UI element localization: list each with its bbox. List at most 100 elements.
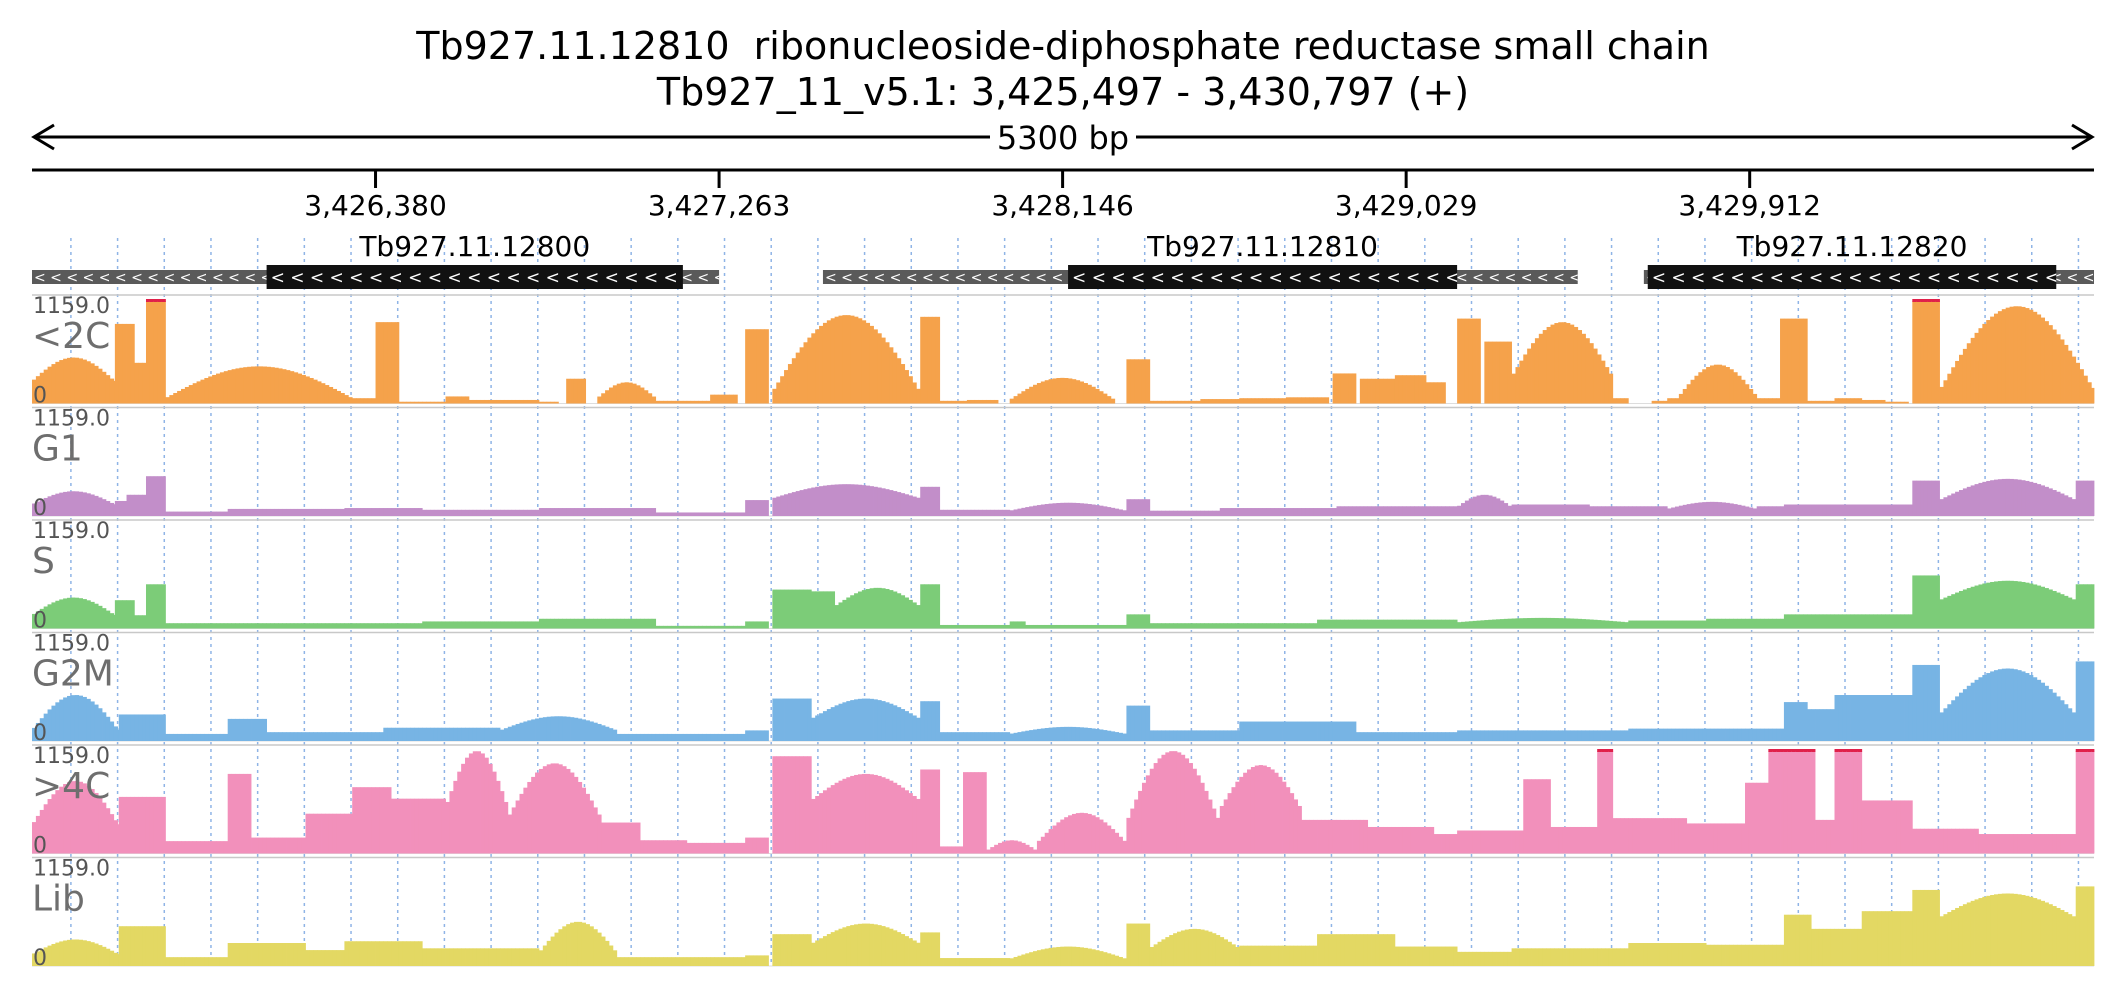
coverage-bar (1204, 510, 1209, 516)
coverage-bar (1776, 618, 1781, 629)
coverage-bar (1997, 834, 2003, 854)
coverage-bar (2083, 480, 2088, 516)
coverage-bar (558, 618, 563, 629)
coverage-bar (1492, 341, 1497, 404)
coverage-bar (647, 733, 653, 741)
coverage-bar (1449, 619, 1454, 629)
coverage-bar (1690, 823, 1695, 854)
coverage-bar (1597, 730, 1602, 741)
coverage-bar (1674, 620, 1680, 629)
coverage-bar (70, 597, 76, 629)
coverage-bar (1126, 499, 1131, 516)
coverage-bar (216, 511, 221, 516)
coverage-bar (1445, 619, 1450, 629)
coverage-bar (1527, 348, 1532, 404)
coverage-bar (640, 387, 645, 404)
coverage-bar (1184, 730, 1190, 741)
coverage-bar (1239, 623, 1244, 629)
coverage-bar (1200, 929, 1205, 966)
coverage-bar (1075, 380, 1081, 404)
coverage-bar (1429, 382, 1435, 404)
coverage-bar (1048, 503, 1053, 516)
coverage-bar (1196, 730, 1201, 741)
coverage-bar (943, 509, 948, 516)
coverage-bar (1410, 506, 1415, 516)
coverage-bar (1846, 504, 1851, 516)
coverage-bar (63, 940, 68, 966)
coverage-bar (990, 847, 995, 854)
coverage-bar (1091, 386, 1096, 404)
coverage-bar (375, 623, 380, 629)
coverage-bar (90, 363, 95, 404)
coverage-bar (1422, 619, 1427, 629)
coverage-bar (550, 763, 555, 854)
coverage-bar (1208, 399, 1213, 404)
coverage-bar (500, 791, 505, 854)
coverage-bar (324, 950, 330, 966)
coverage-bar (916, 798, 921, 854)
coverage-bar (383, 623, 388, 629)
coverage-bar (289, 623, 295, 629)
coverage-bar (986, 958, 991, 966)
coverage-bar (1258, 398, 1263, 404)
coverage-bar (846, 701, 851, 741)
coverage-bar (1398, 375, 1404, 404)
coverage-bar (239, 623, 244, 629)
coverage-bar (430, 798, 435, 854)
coverage-bar (1414, 375, 1419, 404)
coverage-bar (1943, 828, 1948, 854)
coverage-bar (1624, 730, 1629, 741)
coverage-bar (1955, 907, 1960, 966)
coverage-bar (1655, 728, 1660, 741)
coverage-bar (2013, 893, 2018, 966)
coverage-bar (336, 950, 341, 966)
coverage-bar (258, 943, 264, 966)
coverage-bar (1562, 948, 1567, 966)
coverage-bar (328, 508, 334, 516)
coverage-bar (1410, 826, 1415, 854)
coverage-bar (324, 813, 330, 854)
coverage-bar (1169, 730, 1174, 741)
coverage-bar (1566, 826, 1571, 854)
coverage-bar (1488, 341, 1493, 404)
coverage-bar (1994, 479, 1999, 516)
coverage-bar (1188, 400, 1193, 404)
coverage-bar (1266, 623, 1271, 629)
clipped-peak-marker (1842, 749, 1847, 752)
coverage-bar (881, 588, 886, 629)
coverage-bar (1554, 618, 1559, 629)
coverage-bar (1636, 728, 1641, 741)
coverage-bar (1861, 695, 1867, 741)
coverage-bar (1044, 727, 1050, 741)
coverage-bar (286, 508, 291, 516)
coverage-bar (1359, 619, 1365, 629)
coverage-bar (1616, 398, 1621, 404)
coverage-bar (1745, 618, 1750, 629)
coverage-bar (1122, 510, 1127, 516)
coverage-bar (2025, 673, 2030, 741)
coverage-bar (815, 715, 820, 741)
coverage-bar (2087, 382, 2092, 404)
coverage-bar (1729, 728, 1734, 741)
coverage-bar (2052, 590, 2057, 629)
coverage-bar (1429, 946, 1435, 966)
coverage-bar (1134, 499, 1139, 516)
coverage-bar (1099, 951, 1104, 966)
coverage-bar (998, 842, 1003, 854)
coverage-bar (1783, 318, 1789, 404)
coverage-bar (181, 623, 186, 629)
coverage-bar (1725, 618, 1730, 629)
coverage-bar (1293, 397, 1299, 404)
coverage-bar (1826, 614, 1832, 629)
coverage-bar (1710, 823, 1715, 854)
coverage-bar (1122, 958, 1127, 966)
coverage-bar (1725, 823, 1730, 854)
coverage-bar (1029, 730, 1034, 741)
coverage-bar (422, 509, 427, 516)
coverage-bar (1429, 619, 1435, 629)
coverage-bar (379, 623, 384, 629)
coverage-bar (1157, 510, 1162, 516)
coverage-bar (1289, 945, 1295, 966)
coverage-bar (620, 733, 625, 741)
coverage-bar (177, 511, 182, 516)
